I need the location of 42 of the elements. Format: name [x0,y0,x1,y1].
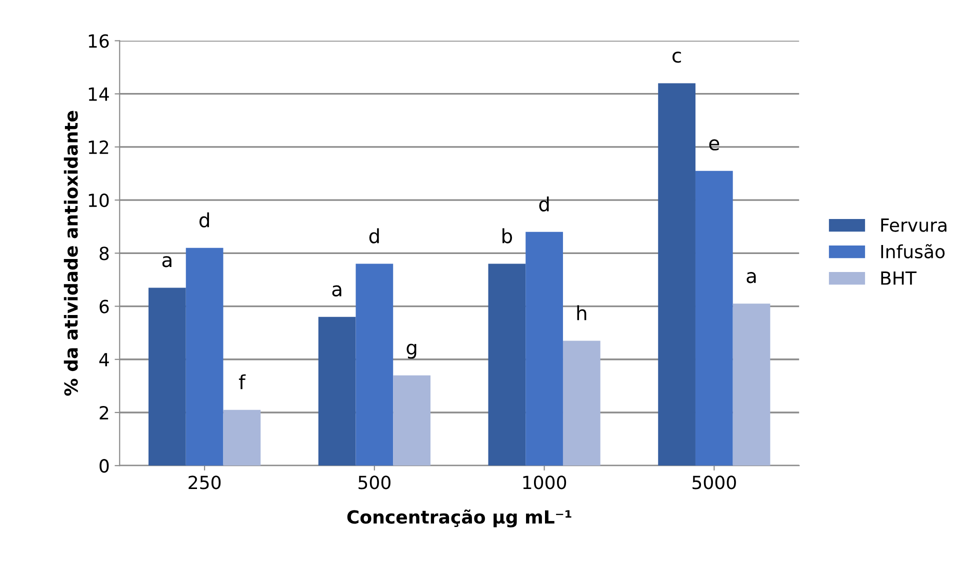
y-tick-label: 14 [88,88,109,101]
bar [223,410,261,466]
bar [695,170,733,466]
bar [562,340,600,466]
legend-label: Infusão [881,244,945,258]
bar [318,316,356,466]
legend-label: BHT [881,271,917,285]
bar [488,264,526,466]
data-label: c [672,52,681,63]
data-label: a [746,272,756,284]
bar [356,264,394,466]
legend-label: Fervura [881,218,946,232]
data-label: e [709,139,720,150]
y-tick-label: 10 [88,194,109,208]
data-label: d [539,196,549,212]
x-tick-label: 500 [358,476,390,490]
data-label: d [199,212,209,228]
y-tick-label: 2 [100,406,108,420]
x-tick-label: 250 [188,476,221,490]
data-label: b [502,228,512,244]
bar [186,248,224,466]
y-axis-title: % da atividade antioxidante [64,110,78,396]
x-axis-title: Concentração µg mL⁻¹ [347,509,572,528]
y-tick-label: 12 [88,140,108,154]
data-label: a [162,256,172,268]
data-label: a [332,285,342,296]
y-tick-label: 8 [100,246,109,260]
y-tick-label: 16 [88,34,109,48]
y-tick-label: 0 [100,459,109,473]
x-tick-label: 5000 [692,476,736,490]
bar [526,232,563,466]
bar [148,288,186,466]
data-label: d [369,228,379,244]
bar [658,83,696,466]
data-label: h [577,305,586,320]
data-label: f [238,374,246,390]
y-tick-label: 4 [99,353,109,366]
bar [393,375,430,466]
y-tick-label: 6 [100,300,109,314]
data-label: g [406,344,416,359]
bar [732,304,770,466]
x-tick-label: 1000 [523,476,566,490]
